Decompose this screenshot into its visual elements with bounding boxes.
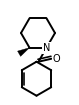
Polygon shape — [18, 48, 29, 56]
Text: O: O — [53, 54, 60, 64]
Text: N: N — [43, 43, 50, 53]
